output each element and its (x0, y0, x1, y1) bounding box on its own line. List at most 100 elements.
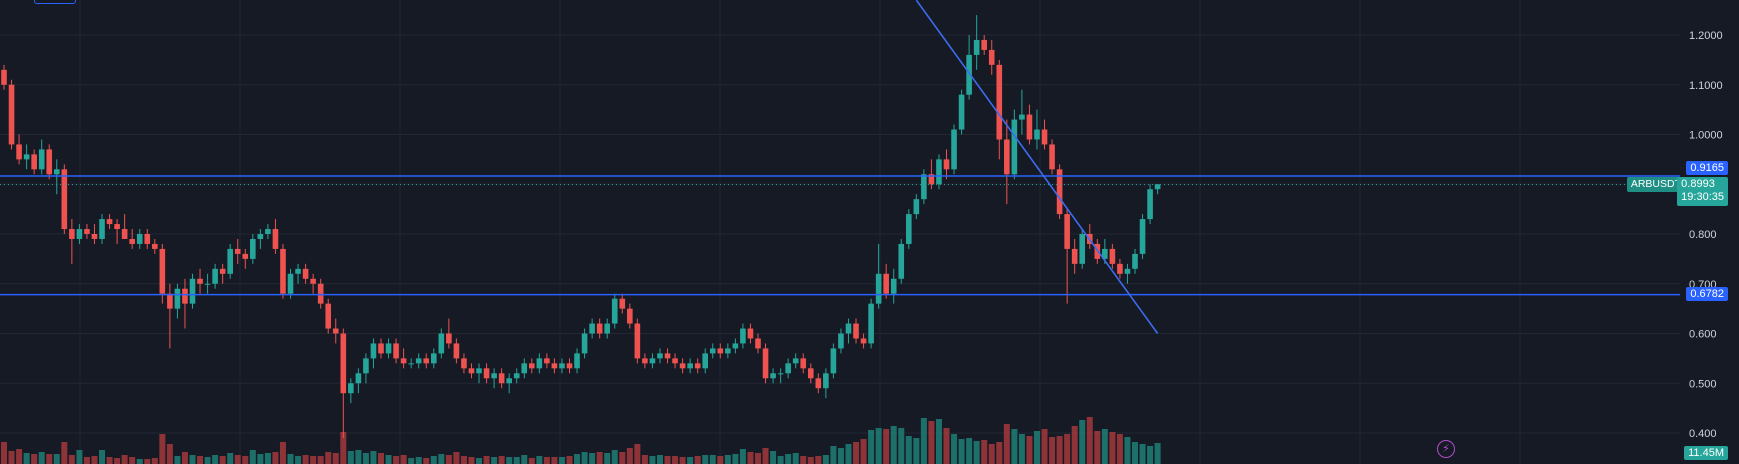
volume-bar (566, 456, 573, 464)
candle-body (973, 39, 980, 55)
candle-body (84, 229, 90, 234)
volume-bar (860, 439, 867, 464)
volume-bar (249, 450, 256, 464)
volume-bar (370, 451, 377, 464)
volume-bar (732, 454, 739, 464)
price-tick-label: 1.2000 (1689, 30, 1723, 42)
candle-body (310, 278, 316, 284)
candle-body (664, 353, 671, 359)
volume-bar (626, 448, 633, 464)
volume-bar (664, 456, 671, 464)
volume-bar (641, 455, 648, 464)
volume-bar (830, 446, 837, 464)
volume-bar (340, 432, 347, 464)
candle-body (574, 353, 580, 369)
candle-body (189, 278, 196, 304)
volume-bar (317, 456, 324, 464)
volume-bar (114, 458, 121, 464)
volume-bar (935, 419, 942, 464)
volume-bar (347, 451, 354, 464)
candle-body (136, 234, 143, 244)
volume-bar (868, 430, 875, 464)
volume-bar (687, 457, 694, 464)
volume-bar (709, 455, 716, 464)
volume-bar (543, 457, 550, 464)
volume-bar (717, 456, 724, 464)
candle-body (1011, 119, 1018, 175)
symbol-tag: ARBUSDT (1626, 177, 1685, 192)
candle-body (702, 353, 709, 369)
volume-bar (362, 453, 369, 464)
candle-body (295, 268, 301, 274)
candle-body (483, 368, 490, 379)
candle-body (182, 288, 188, 304)
volume-bar (762, 448, 769, 464)
candle-body (491, 373, 497, 379)
candle-body (378, 343, 384, 354)
candle-body (1019, 114, 1025, 120)
volume-bar (460, 456, 467, 464)
candle-body (958, 94, 965, 130)
volume-bar (264, 453, 271, 464)
volume-bar (536, 456, 543, 464)
lightning-icon[interactable]: ⚡ (1437, 440, 1455, 458)
candle-body (785, 363, 791, 374)
volume-bar (679, 457, 686, 464)
volume-label: 11.45M (1684, 446, 1728, 460)
candle-body (272, 229, 279, 249)
candle-body (61, 169, 68, 230)
candle-body (936, 159, 942, 185)
level-lower-label: 0.6782 (1686, 287, 1728, 301)
volume-bar (121, 455, 128, 464)
countdown-timer: 19:30:35 (1681, 191, 1724, 203)
candle-body (23, 154, 30, 160)
candle-body (1132, 253, 1138, 269)
candle-body (536, 358, 543, 369)
volume-bar (920, 418, 927, 464)
volume-bar (385, 455, 392, 464)
candle-body (265, 229, 271, 234)
volume-bar (166, 444, 173, 464)
volume-bar (913, 438, 920, 464)
volume-bar (174, 456, 181, 464)
volume-bar (1064, 434, 1071, 464)
candle-body (8, 84, 15, 145)
candle-body (619, 298, 626, 309)
volume-bar (996, 442, 1003, 464)
volume-bar (581, 452, 588, 464)
volume-bar (257, 454, 264, 464)
volume-bar (378, 453, 384, 464)
candle-body (69, 229, 75, 239)
volume-bar (16, 449, 23, 464)
volume-bar (928, 421, 935, 464)
candle-body (1139, 219, 1146, 254)
candle-body (581, 333, 588, 354)
volume-bar (1124, 437, 1131, 464)
candle-body (951, 129, 957, 170)
indicator-legend-box[interactable] (34, 0, 76, 4)
candle-body (506, 378, 512, 384)
price-tick-label: 0.600 (1689, 329, 1717, 341)
volume-bar (1018, 434, 1025, 464)
candle-body (890, 278, 897, 294)
candle-body (453, 343, 460, 359)
candle-body (906, 214, 912, 244)
volume-bar (68, 455, 75, 464)
volume-bar (423, 458, 430, 464)
candle-body (242, 253, 249, 259)
volume-bar (596, 452, 603, 464)
candle-body (385, 343, 392, 354)
volume-bar (672, 456, 679, 464)
candle-body (1, 69, 7, 85)
candle-body (672, 358, 678, 364)
candle-body (498, 373, 505, 384)
volume-bar (83, 457, 90, 464)
volume-bar (408, 458, 415, 464)
candle-body (747, 328, 754, 339)
volume-bar (822, 455, 829, 464)
volume-bar (295, 456, 302, 464)
candle-body (38, 149, 45, 170)
candle-body (1117, 263, 1123, 274)
